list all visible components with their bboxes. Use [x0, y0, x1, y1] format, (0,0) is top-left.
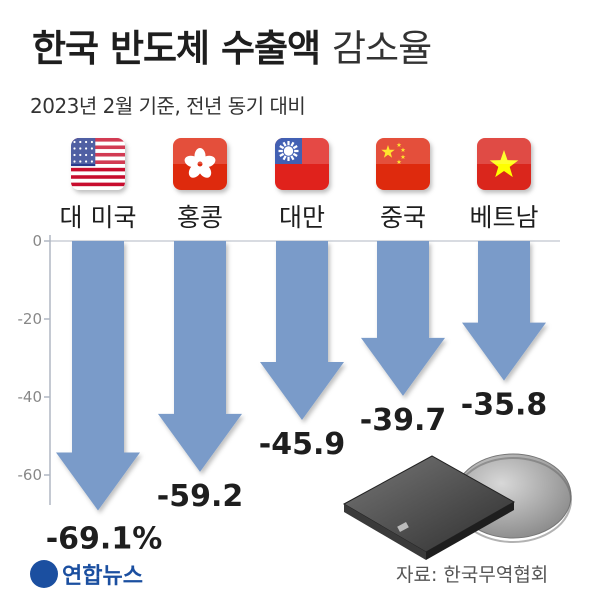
category-label: 홍콩	[177, 203, 223, 232]
data-label: -59.2	[157, 479, 243, 514]
data-label: -35.8	[461, 388, 547, 423]
taiwan-flag-icon	[275, 138, 329, 190]
logo: 연합뉴스	[30, 558, 143, 590]
logo-text: 연합뉴스	[62, 564, 143, 589]
chart-title: 한국 반도체 수출액 감소율	[32, 18, 432, 72]
chart-title-main: 한국 반도체 수출액	[32, 27, 321, 70]
category-label: 베트남	[469, 203, 538, 232]
category-label: 대만	[279, 203, 325, 232]
hongkong-flag-icon	[173, 138, 227, 190]
y-tick-label: -40	[18, 388, 43, 406]
chart-subtitle: 2023년 2월 기준, 전년 동기 대비	[30, 94, 306, 118]
usa-flag-icon	[71, 138, 125, 190]
data-label: -45.9	[259, 427, 345, 462]
bar-arrow	[56, 241, 140, 511]
bar-arrow	[158, 241, 242, 472]
semiconductor-illustration-icon	[342, 453, 572, 560]
data-label: -69.1%	[46, 521, 163, 556]
bar-arrow	[361, 241, 445, 396]
y-tick-label: 0	[32, 232, 42, 250]
data-label: -39.7	[360, 403, 446, 438]
category-label: 중국	[380, 203, 426, 232]
logo-mark-icon	[30, 560, 58, 588]
y-tick-label: -60	[18, 466, 43, 484]
y-tick-label: -20	[18, 310, 43, 328]
bar-arrow	[462, 241, 546, 381]
category-label: 대 미국	[60, 203, 137, 232]
vietnam-flag-icon	[477, 138, 531, 190]
source-note: 자료: 한국무역협회	[396, 564, 549, 586]
chart-title-sub: 감소율	[331, 27, 432, 70]
china-flag-icon	[376, 138, 430, 190]
bar-arrow	[260, 241, 344, 421]
